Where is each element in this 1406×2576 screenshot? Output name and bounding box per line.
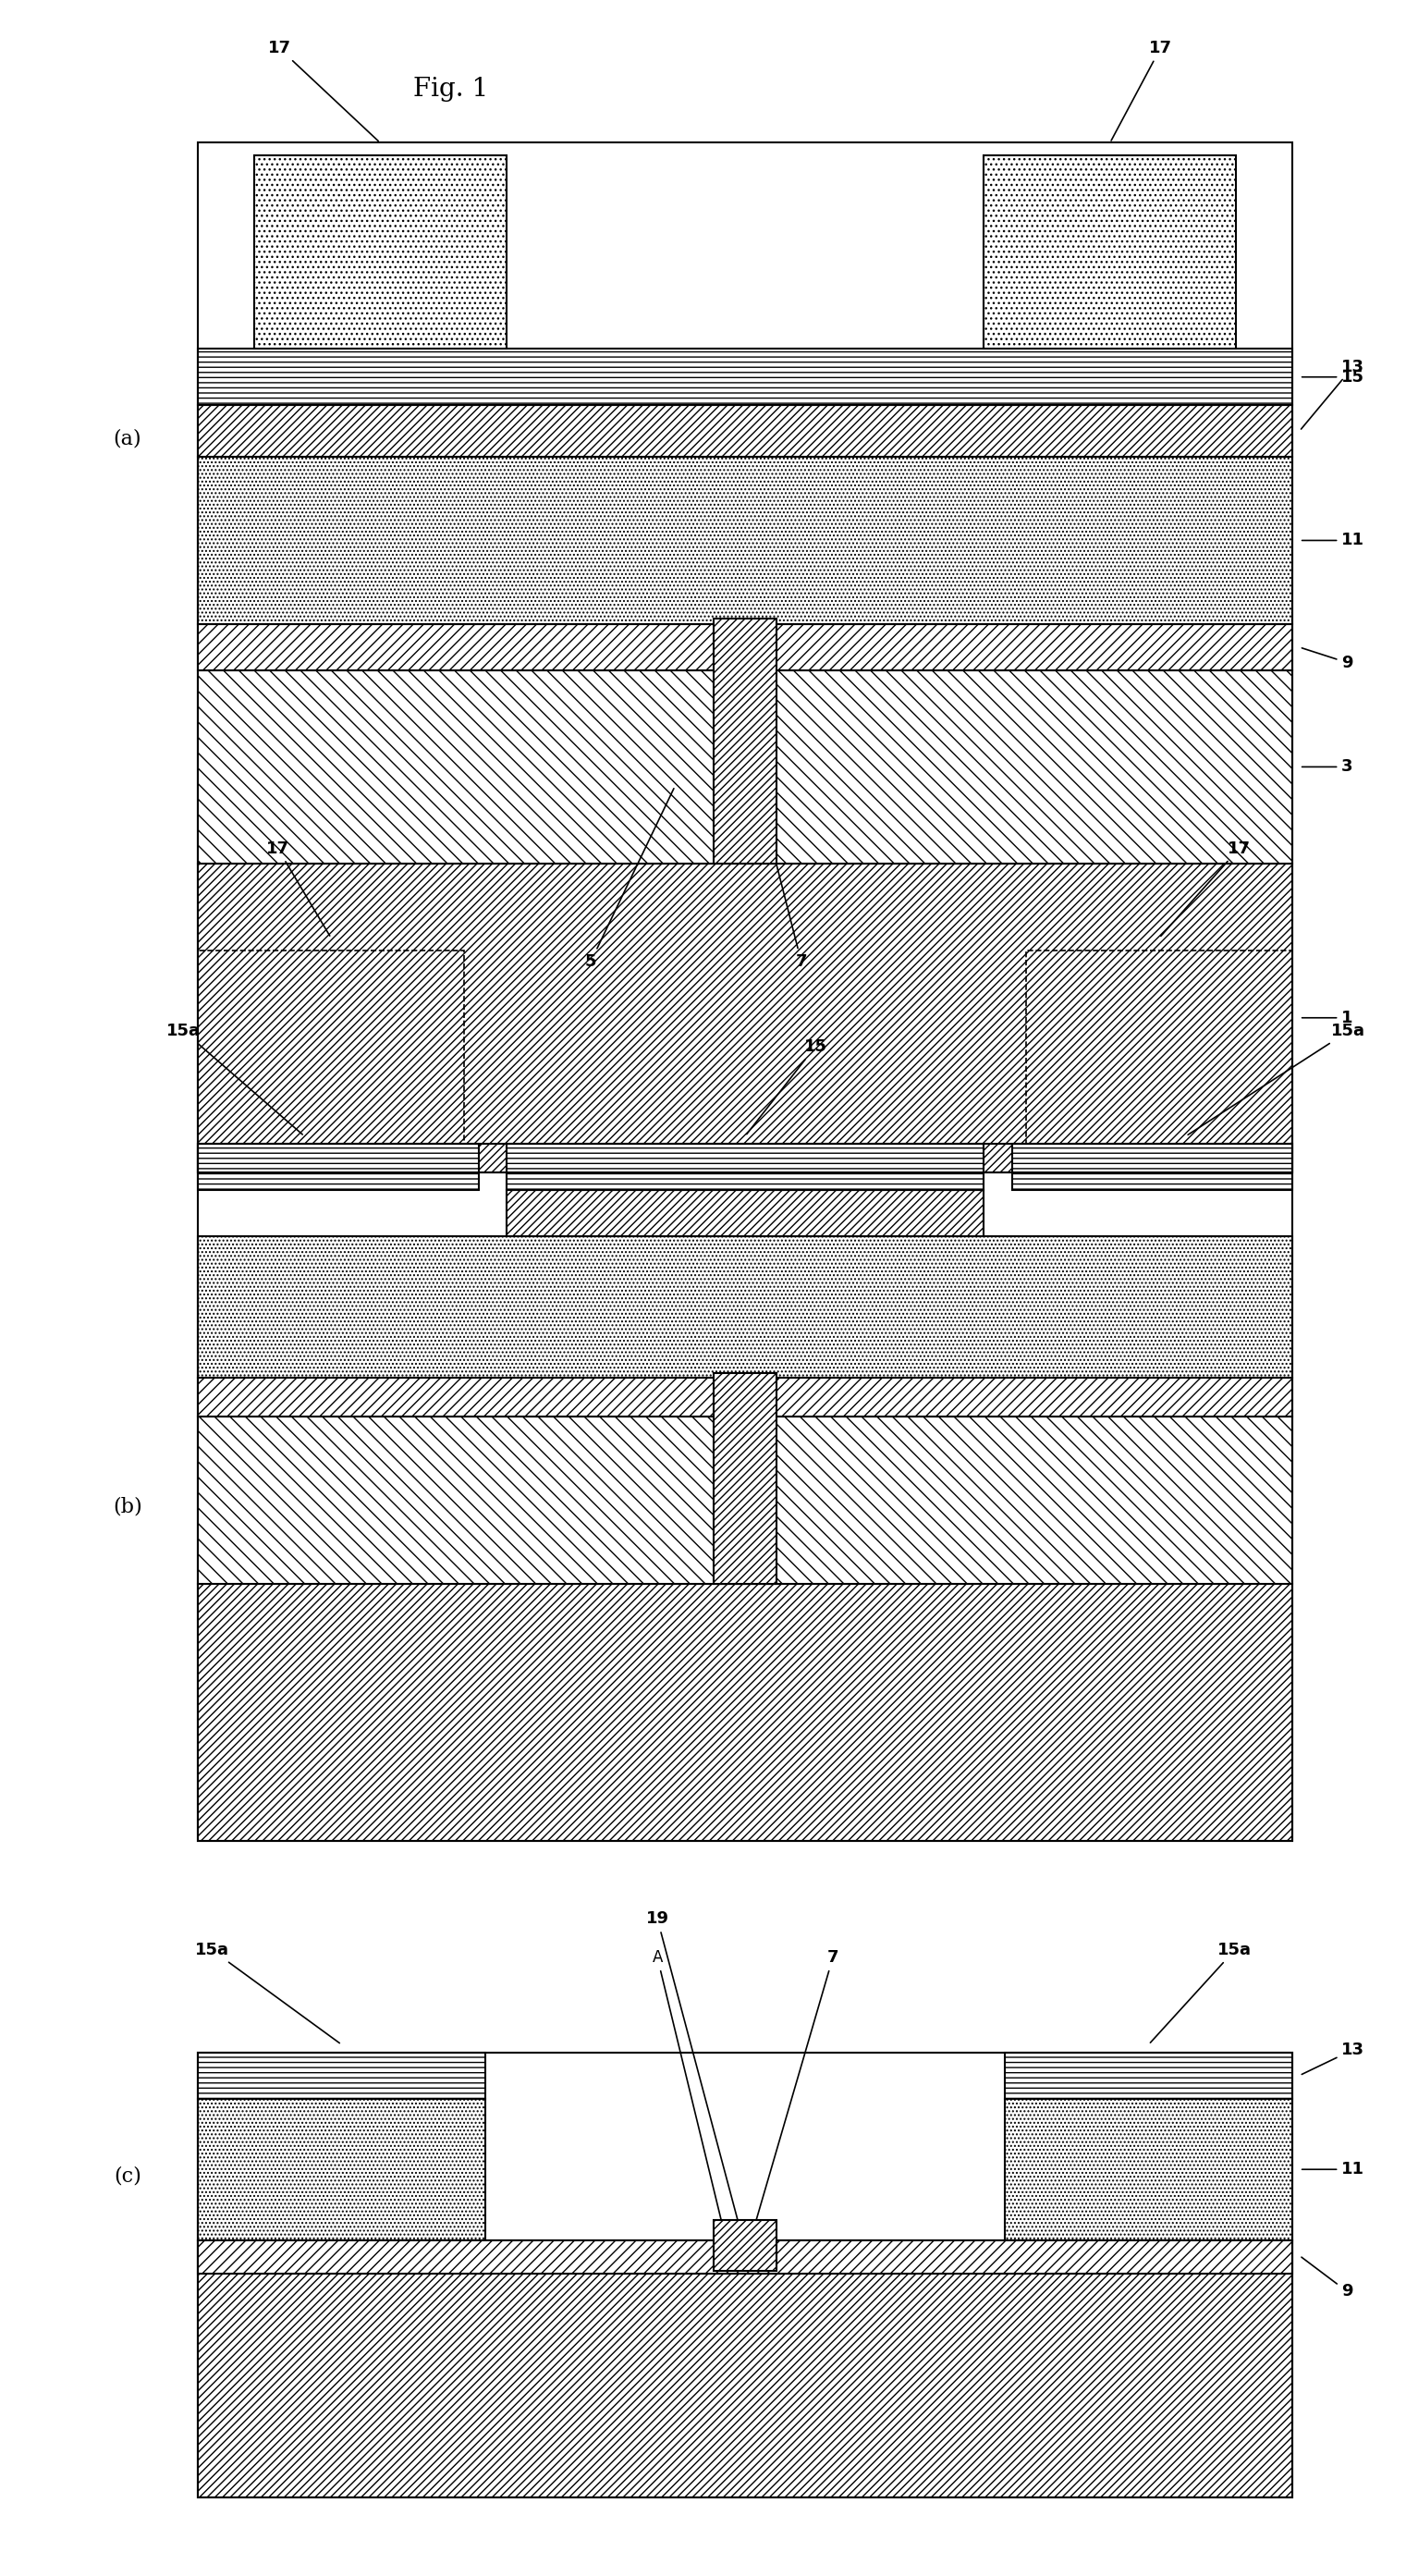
FancyBboxPatch shape bbox=[198, 2053, 485, 2099]
FancyBboxPatch shape bbox=[198, 1417, 1292, 1584]
Text: Fig. 1: Fig. 1 bbox=[413, 77, 488, 100]
Text: 17: 17 bbox=[1111, 39, 1173, 142]
Text: 7: 7 bbox=[745, 1950, 838, 2257]
FancyBboxPatch shape bbox=[713, 1373, 776, 1584]
Text: 15: 15 bbox=[1302, 368, 1365, 386]
FancyBboxPatch shape bbox=[198, 2099, 485, 2241]
FancyBboxPatch shape bbox=[198, 2241, 1292, 2499]
Text: 7: 7 bbox=[745, 744, 807, 971]
FancyBboxPatch shape bbox=[506, 1190, 984, 1236]
Text: 15a: 15a bbox=[167, 1023, 302, 1133]
Text: 13: 13 bbox=[1302, 2040, 1365, 2074]
FancyBboxPatch shape bbox=[984, 155, 1236, 348]
Text: (c): (c) bbox=[114, 2166, 142, 2187]
FancyBboxPatch shape bbox=[198, 863, 1292, 1172]
Text: 11: 11 bbox=[1302, 533, 1365, 549]
FancyBboxPatch shape bbox=[198, 1378, 1292, 1417]
Text: 15a: 15a bbox=[1188, 1023, 1365, 1136]
Text: 11: 11 bbox=[1302, 2161, 1365, 2177]
Text: (a): (a) bbox=[114, 428, 142, 448]
FancyBboxPatch shape bbox=[198, 1236, 1292, 1378]
Text: 15a: 15a bbox=[1150, 1942, 1251, 2043]
FancyBboxPatch shape bbox=[198, 2241, 1292, 2275]
Text: 1: 1 bbox=[1302, 1010, 1353, 1025]
Text: 19: 19 bbox=[645, 1911, 744, 2246]
FancyBboxPatch shape bbox=[254, 155, 506, 348]
FancyBboxPatch shape bbox=[198, 623, 1292, 670]
FancyBboxPatch shape bbox=[198, 456, 1292, 623]
FancyBboxPatch shape bbox=[713, 2221, 776, 2272]
Text: (b): (b) bbox=[112, 1497, 142, 1517]
FancyBboxPatch shape bbox=[1005, 2099, 1292, 2241]
FancyBboxPatch shape bbox=[1012, 1144, 1292, 1190]
Text: 9: 9 bbox=[1302, 2257, 1353, 2300]
FancyBboxPatch shape bbox=[198, 670, 1292, 863]
Text: 17: 17 bbox=[1161, 840, 1251, 935]
FancyBboxPatch shape bbox=[198, 348, 1292, 404]
FancyBboxPatch shape bbox=[198, 1584, 1292, 1842]
Text: 9: 9 bbox=[1302, 649, 1353, 670]
Text: 3: 3 bbox=[1302, 757, 1353, 775]
Text: A: A bbox=[652, 1950, 731, 2259]
FancyBboxPatch shape bbox=[506, 1144, 984, 1190]
Text: 15a: 15a bbox=[194, 1942, 339, 2043]
FancyBboxPatch shape bbox=[198, 1144, 478, 1190]
Text: 17: 17 bbox=[267, 39, 378, 142]
Text: 15: 15 bbox=[747, 1038, 827, 1133]
FancyBboxPatch shape bbox=[713, 618, 776, 863]
FancyBboxPatch shape bbox=[1005, 2053, 1292, 2099]
Text: 13: 13 bbox=[1301, 358, 1365, 430]
Text: 5: 5 bbox=[585, 788, 673, 971]
Text: 17: 17 bbox=[266, 840, 330, 935]
FancyBboxPatch shape bbox=[198, 404, 1292, 456]
